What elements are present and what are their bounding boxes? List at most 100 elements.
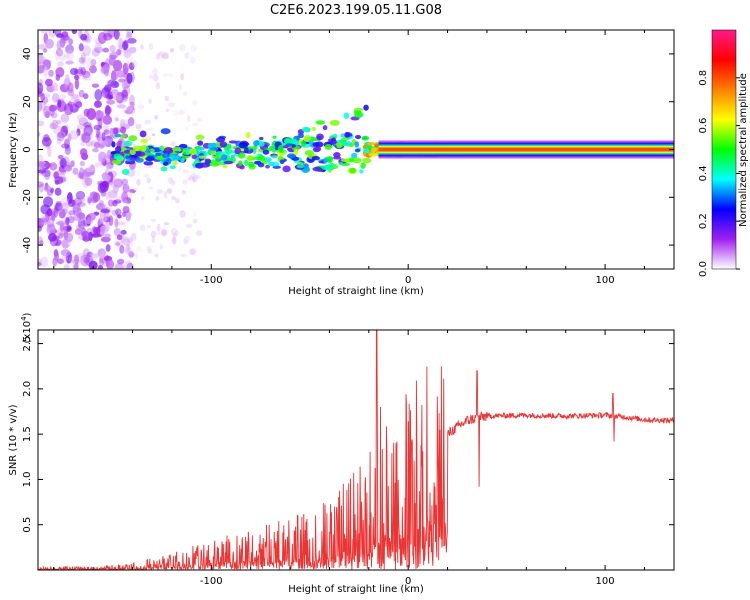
spectrogram-cell <box>48 104 58 112</box>
spectrogram-cell <box>103 216 111 223</box>
spectrogram-cell <box>79 197 85 203</box>
snr-scale-text: (x10 <box>22 321 33 344</box>
spectrogram-cell <box>38 82 44 94</box>
spectrogram-cell <box>328 162 335 168</box>
spectrogram-cell <box>113 81 120 88</box>
spectrogram-cell <box>329 119 340 126</box>
spectrogram-cell <box>63 103 74 116</box>
spectrogram-cell <box>104 84 112 93</box>
spectrogram-cell <box>178 83 182 91</box>
spectrogram-cell <box>155 155 165 161</box>
spectrogram-cell <box>265 164 270 169</box>
spectrogram-cell <box>105 106 112 114</box>
spectrogram-cell <box>67 214 73 219</box>
spectrogram-cell <box>46 208 53 217</box>
spectrogram-cell <box>57 99 62 108</box>
spectrogram-cell <box>284 138 291 144</box>
spectrogram-cell <box>156 231 161 235</box>
spectrogram-cell <box>133 187 138 192</box>
spectrogram-cell <box>234 147 242 155</box>
spectrogram-cell <box>58 232 64 239</box>
spectrogram-cell <box>70 94 80 102</box>
spectrogram-cell <box>148 42 154 51</box>
spectrogram-cell <box>146 225 152 229</box>
spectrogram-cell <box>324 143 333 151</box>
spectrogram-cell <box>140 44 144 50</box>
spectrogram-cell <box>102 124 110 134</box>
colorbar-ticks: 0.0 0.2 0.4 0.6 0.8 <box>698 70 740 277</box>
snr-ytick-label: 2.0 <box>22 381 33 397</box>
spectrogram-cell <box>59 223 65 232</box>
spectrogram-cell <box>67 88 75 97</box>
spectrogram-ylabel: Frequency (Hz) <box>8 112 19 188</box>
snr-panel: -100 0 100 0.5 1.0 1.5 2.0 2.5 Height of straig… <box>8 312 675 595</box>
snr-scale-label: (x104) <box>20 312 33 343</box>
spectrogram-cell <box>228 140 238 144</box>
spectrogram-cell <box>172 180 176 185</box>
spectrogram-cell <box>192 209 197 218</box>
spectrogram-cell <box>132 145 142 152</box>
spectrogram-cell <box>114 218 119 228</box>
spectrogram-cell <box>179 44 186 52</box>
spectrogram-cell <box>363 104 369 111</box>
spectrogram-cell <box>172 160 178 166</box>
spectrogram-cell <box>367 142 376 146</box>
spectrogram-cell <box>113 30 120 40</box>
spectrogram-cell <box>97 264 104 269</box>
spectrogram-cell <box>54 202 63 211</box>
spectrogram-cell <box>126 243 131 252</box>
spectrogram-cell <box>192 122 199 126</box>
spectrogram-cell <box>126 60 130 68</box>
spectrogram-cell <box>327 156 333 164</box>
spectrogram-cell <box>179 210 186 218</box>
spectrogram-cell <box>269 145 275 151</box>
spectrogram-cell <box>114 133 122 138</box>
spectrogram-cell <box>163 222 170 226</box>
spectrogram-cell <box>71 94 79 100</box>
colorbar-tick-label: 0.2 <box>698 213 709 229</box>
spectrogram-cell <box>153 74 159 82</box>
spectrogram-cell <box>125 155 131 160</box>
spectrogram-cell <box>225 149 230 155</box>
spectrogram-cell <box>160 166 168 172</box>
spectrogram-cell <box>316 133 324 141</box>
spectrogram-cell <box>121 191 129 203</box>
spectrogram-cell <box>48 69 54 77</box>
spectrogram-cell <box>62 243 70 249</box>
spectrogram-cell <box>126 104 134 113</box>
spectrogram-cell <box>100 190 107 197</box>
spectrogram-cell <box>143 160 154 166</box>
spectrogram-cell <box>171 196 177 201</box>
snr-series-line <box>38 330 674 570</box>
spectrogram-cell <box>164 95 170 102</box>
spectrogram-cell <box>189 56 196 64</box>
spectrogram-cell <box>116 48 122 56</box>
spectrogram-cell <box>148 247 153 255</box>
spectrogram-cell <box>53 171 60 179</box>
spectrogram-cell <box>38 236 44 246</box>
spectrogram-cell <box>99 257 104 267</box>
spectrogram-cell <box>74 78 80 90</box>
spectrogram-cell <box>156 223 161 232</box>
spectrogram-cell <box>106 99 116 105</box>
spectrogram-cell <box>344 131 351 138</box>
spectrogram-cell <box>124 199 129 207</box>
spectrogram-cell <box>109 45 116 53</box>
spectrogram-cell <box>158 50 166 59</box>
spectrogram-cell <box>112 199 118 207</box>
spectrogram-cell <box>65 60 74 65</box>
spectrogram-cell <box>69 130 79 140</box>
spectrogram-cell <box>370 147 378 153</box>
spectrogram-cell <box>72 204 80 213</box>
spectrogram-cell <box>155 152 162 157</box>
spectrogram-cell <box>93 100 102 108</box>
spectrogram-cell <box>125 51 132 59</box>
spectrogram-cell <box>89 65 97 74</box>
spectrogram-cell <box>60 157 67 169</box>
spectrogram-cell <box>52 257 57 267</box>
spectrogram-cell <box>50 111 58 119</box>
spectrogram-cell <box>144 152 154 156</box>
spectrogram-cell <box>108 56 116 66</box>
spectrogram-cell <box>170 179 175 187</box>
spectrogram-cell <box>120 229 127 235</box>
